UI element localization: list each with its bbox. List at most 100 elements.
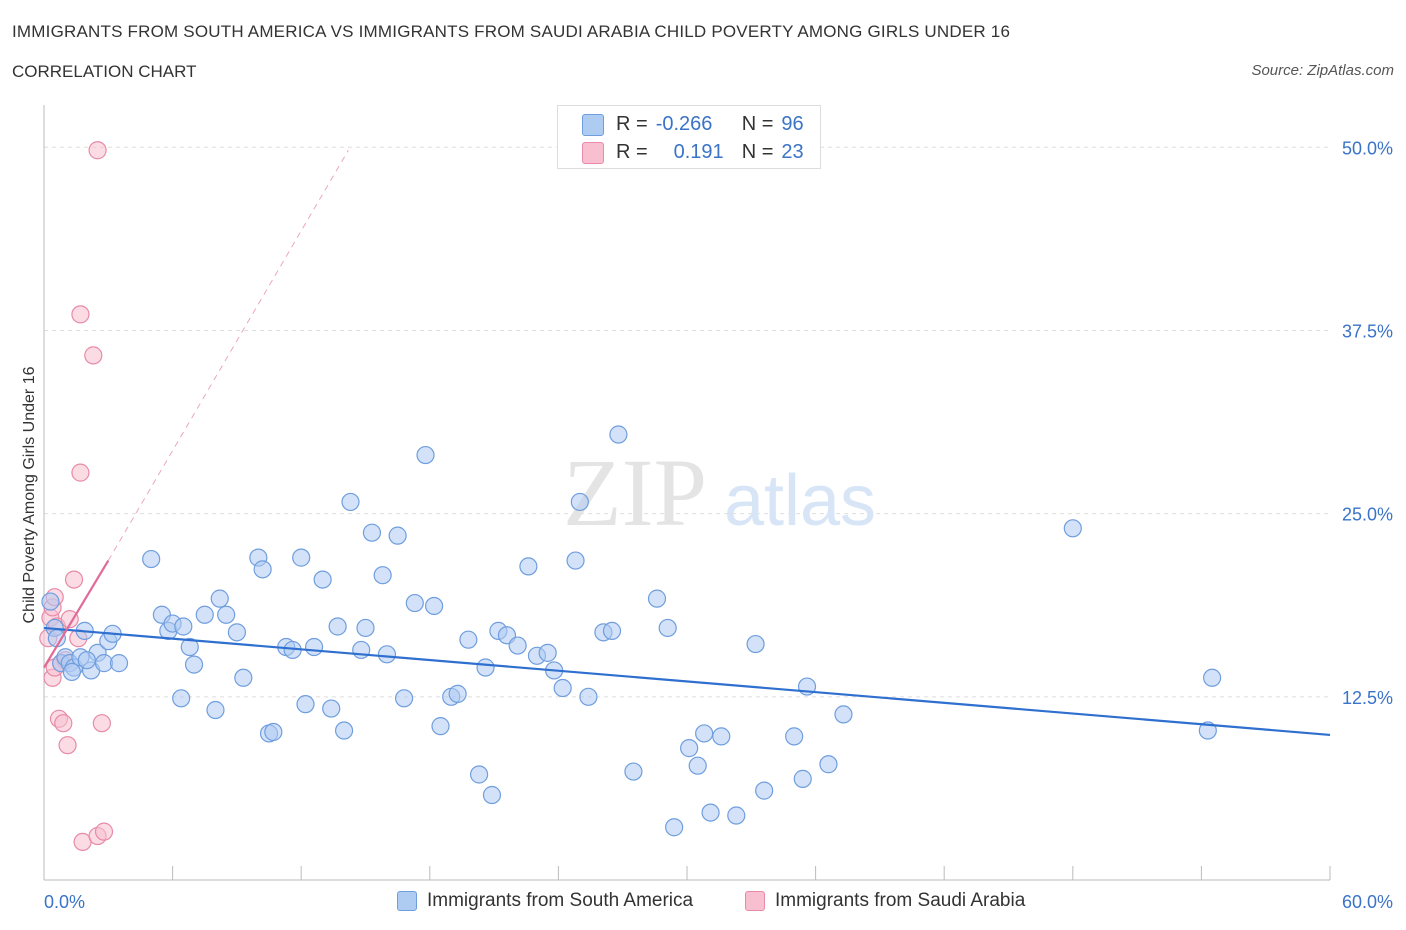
south-america-point-64 (538, 643, 557, 662)
south-america-point-50 (416, 445, 435, 465)
pink-r-value: 0.191 (673, 141, 724, 163)
watermark: ZIP atlas (563, 439, 876, 546)
south-america-point-24 (210, 589, 229, 608)
south-america-point-94 (62, 662, 81, 682)
blue-swatch (582, 113, 604, 136)
south-america-point-61 (508, 636, 527, 655)
south-america-point-77 (680, 739, 699, 758)
south-america-point-38 (322, 699, 341, 718)
saudi-arabia-point-16 (54, 714, 73, 733)
saudi-arabia-point-17 (58, 736, 77, 755)
saudi-arabia-point-12 (71, 305, 90, 324)
south-america-point-34 (292, 548, 311, 567)
south-america-point-41 (341, 492, 360, 512)
south-america-point-36 (304, 637, 324, 657)
pink-n-value: 23 (781, 141, 804, 163)
x-tick-label-0: 0.0% (44, 892, 85, 912)
south-america-point-89 (834, 705, 853, 724)
south-america-point-52 (431, 717, 450, 736)
saudi-arabia-point-8 (60, 610, 79, 629)
y-tick-label-0: 12.5% (1342, 688, 1393, 708)
source-label: Source: ZipAtlas.com (1251, 62, 1394, 79)
saudi-arabia-point-9 (64, 570, 84, 589)
series-south-america-points (41, 425, 1222, 837)
south-america-point-85 (785, 727, 804, 746)
south-america-point-76 (665, 818, 684, 837)
south-america-point-67 (566, 551, 585, 570)
south-america-point-0 (41, 592, 60, 611)
south-america-point-25 (217, 605, 236, 624)
grid-lines (44, 146, 1330, 698)
watermark-zip: ZIP (563, 439, 707, 546)
south-america-point-23 (206, 700, 225, 720)
south-america-point-55 (459, 630, 478, 649)
saudi-arabia-point-14 (71, 463, 90, 482)
stats-legend: R = -0.266 N = 96 R = 0.191 N = 23 (557, 105, 821, 169)
south-america-point-73 (624, 762, 643, 781)
south-america-point-72 (609, 425, 628, 444)
south-america-point-45 (373, 566, 392, 585)
trend-line-south-america (43, 626, 1331, 737)
legend-label-south-america: Immigrants from South America (427, 890, 694, 911)
series-saudi-arabia-points (39, 141, 114, 852)
pink-swatch (582, 141, 604, 164)
y-tick-label-2: 37.5% (1342, 321, 1393, 341)
south-america-point-95 (77, 651, 96, 670)
r-label: R = (616, 113, 648, 135)
south-america-point-39 (328, 617, 347, 636)
x-tick-label-1: 60.0% (1342, 892, 1393, 912)
south-america-point-58 (482, 785, 502, 805)
south-america-point-88 (819, 755, 838, 774)
south-america-point-75 (658, 618, 677, 638)
south-america-point-40 (334, 721, 354, 740)
south-america-point-46 (377, 645, 397, 664)
r-label: R = (616, 141, 648, 163)
south-america-point-57 (476, 658, 495, 677)
legend-label-saudi-arabia: Immigrants from Saudi Arabia (775, 890, 1026, 911)
saudi-arabia-point-13 (84, 346, 103, 365)
south-america-point-90 (1063, 519, 1082, 538)
chart-title: IMMIGRANTS FROM SOUTH AMERICA VS IMMIGRA… (12, 22, 1011, 41)
south-america-point-49 (405, 593, 424, 613)
saudi-arabia-point-11 (88, 141, 107, 160)
south-america-point-86 (793, 769, 812, 788)
south-america-point-13 (109, 654, 129, 673)
watermark-atlas: atlas (724, 461, 876, 541)
legend-swatch-blue (397, 891, 417, 911)
south-america-point-56 (469, 765, 489, 784)
south-america-point-48 (394, 689, 414, 708)
south-america-point-47 (388, 526, 407, 545)
south-america-point-82 (727, 806, 746, 825)
saudi-arabia-point-18 (92, 714, 111, 733)
south-america-point-20 (184, 655, 204, 674)
south-america-point-44 (362, 523, 382, 542)
south-america-point-31 (264, 722, 283, 742)
south-america-point-68 (570, 492, 589, 512)
south-america-point-37 (313, 570, 332, 589)
south-america-point-81 (712, 727, 731, 746)
blue-n-value: 96 (781, 113, 804, 135)
x-tick-labels: 0.0% 60.0% (44, 892, 1393, 912)
chart-subtitle: CORRELATION CHART (12, 62, 197, 81)
stats-row-pink: R = 0.191 N = 23 (582, 141, 804, 164)
axes (43, 105, 1331, 881)
south-america-point-62 (519, 557, 538, 576)
y-tick-label-1: 25.0% (1342, 505, 1393, 525)
south-america-point-91 (1198, 721, 1217, 740)
south-america-point-43 (356, 618, 375, 638)
y-axis-label: Child Poverty Among Girls Under 16 (21, 366, 38, 623)
trend-line-saudi-arabia (43, 559, 110, 669)
blue-r-value: -0.266 (655, 113, 713, 135)
south-america-point-51 (424, 596, 444, 616)
saudi-arabia-point-21 (94, 822, 114, 841)
south-america-point-78 (688, 756, 707, 775)
south-america-point-21 (172, 689, 191, 708)
south-america-point-83 (746, 634, 765, 654)
south-america-point-35 (296, 695, 315, 714)
south-america-point-69 (579, 687, 598, 706)
south-america-point-84 (755, 781, 774, 800)
n-label: N = (741, 113, 774, 135)
south-america-point-18 (174, 617, 193, 636)
stats-row-blue: R = -0.266 N = 96 (582, 113, 804, 136)
